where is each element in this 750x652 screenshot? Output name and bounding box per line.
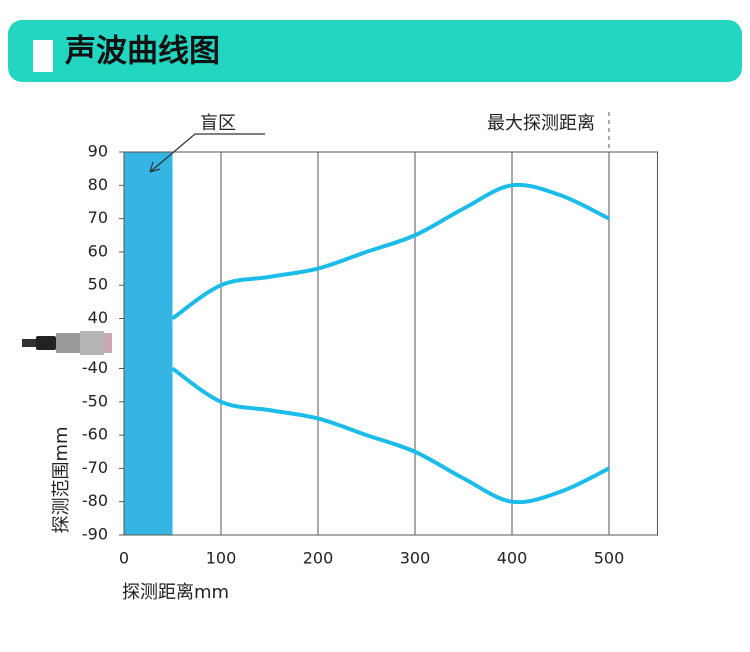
y-tick-label: 60 [88,241,108,260]
header-icon [33,40,53,72]
y-tick-label: 50 [88,275,108,294]
y-tick-label: -50 [82,391,108,410]
curve [171,366,610,505]
header-banner [8,20,742,82]
max-range-label: 最大探测距离 [487,113,595,134]
y-tick-label: -90 [82,525,108,544]
y-tick-label: 70 [88,208,108,227]
plot-frame [123,151,658,536]
x-tick-label: 0 [119,549,129,568]
y-tick-label: -40 [82,358,108,377]
x-tick-label: 100 [206,549,237,568]
sensor-image [22,331,112,355]
y-tick-label: -80 [82,491,108,510]
x-axis-title: 探测距离mm [122,582,229,603]
y-tick-label: -60 [82,425,108,444]
x-tick-label: 200 [303,549,334,568]
blind-zone-label: 盲区 [200,113,236,134]
curve [171,182,610,321]
x-tick-label: 500 [594,549,625,568]
blind-zone [124,152,173,535]
y-tick-label: 90 [88,142,108,161]
header-title: 声波曲线图 [65,34,220,70]
blind-zone-arrow [149,133,265,173]
y-tick-label: 40 [88,308,108,327]
y-tick-label: 80 [88,175,108,194]
y-tick-label: -70 [82,458,108,477]
y-axis-title: 探测范围mm [51,426,72,533]
x-tick-label: 300 [400,549,431,568]
x-tick-label: 400 [497,549,528,568]
